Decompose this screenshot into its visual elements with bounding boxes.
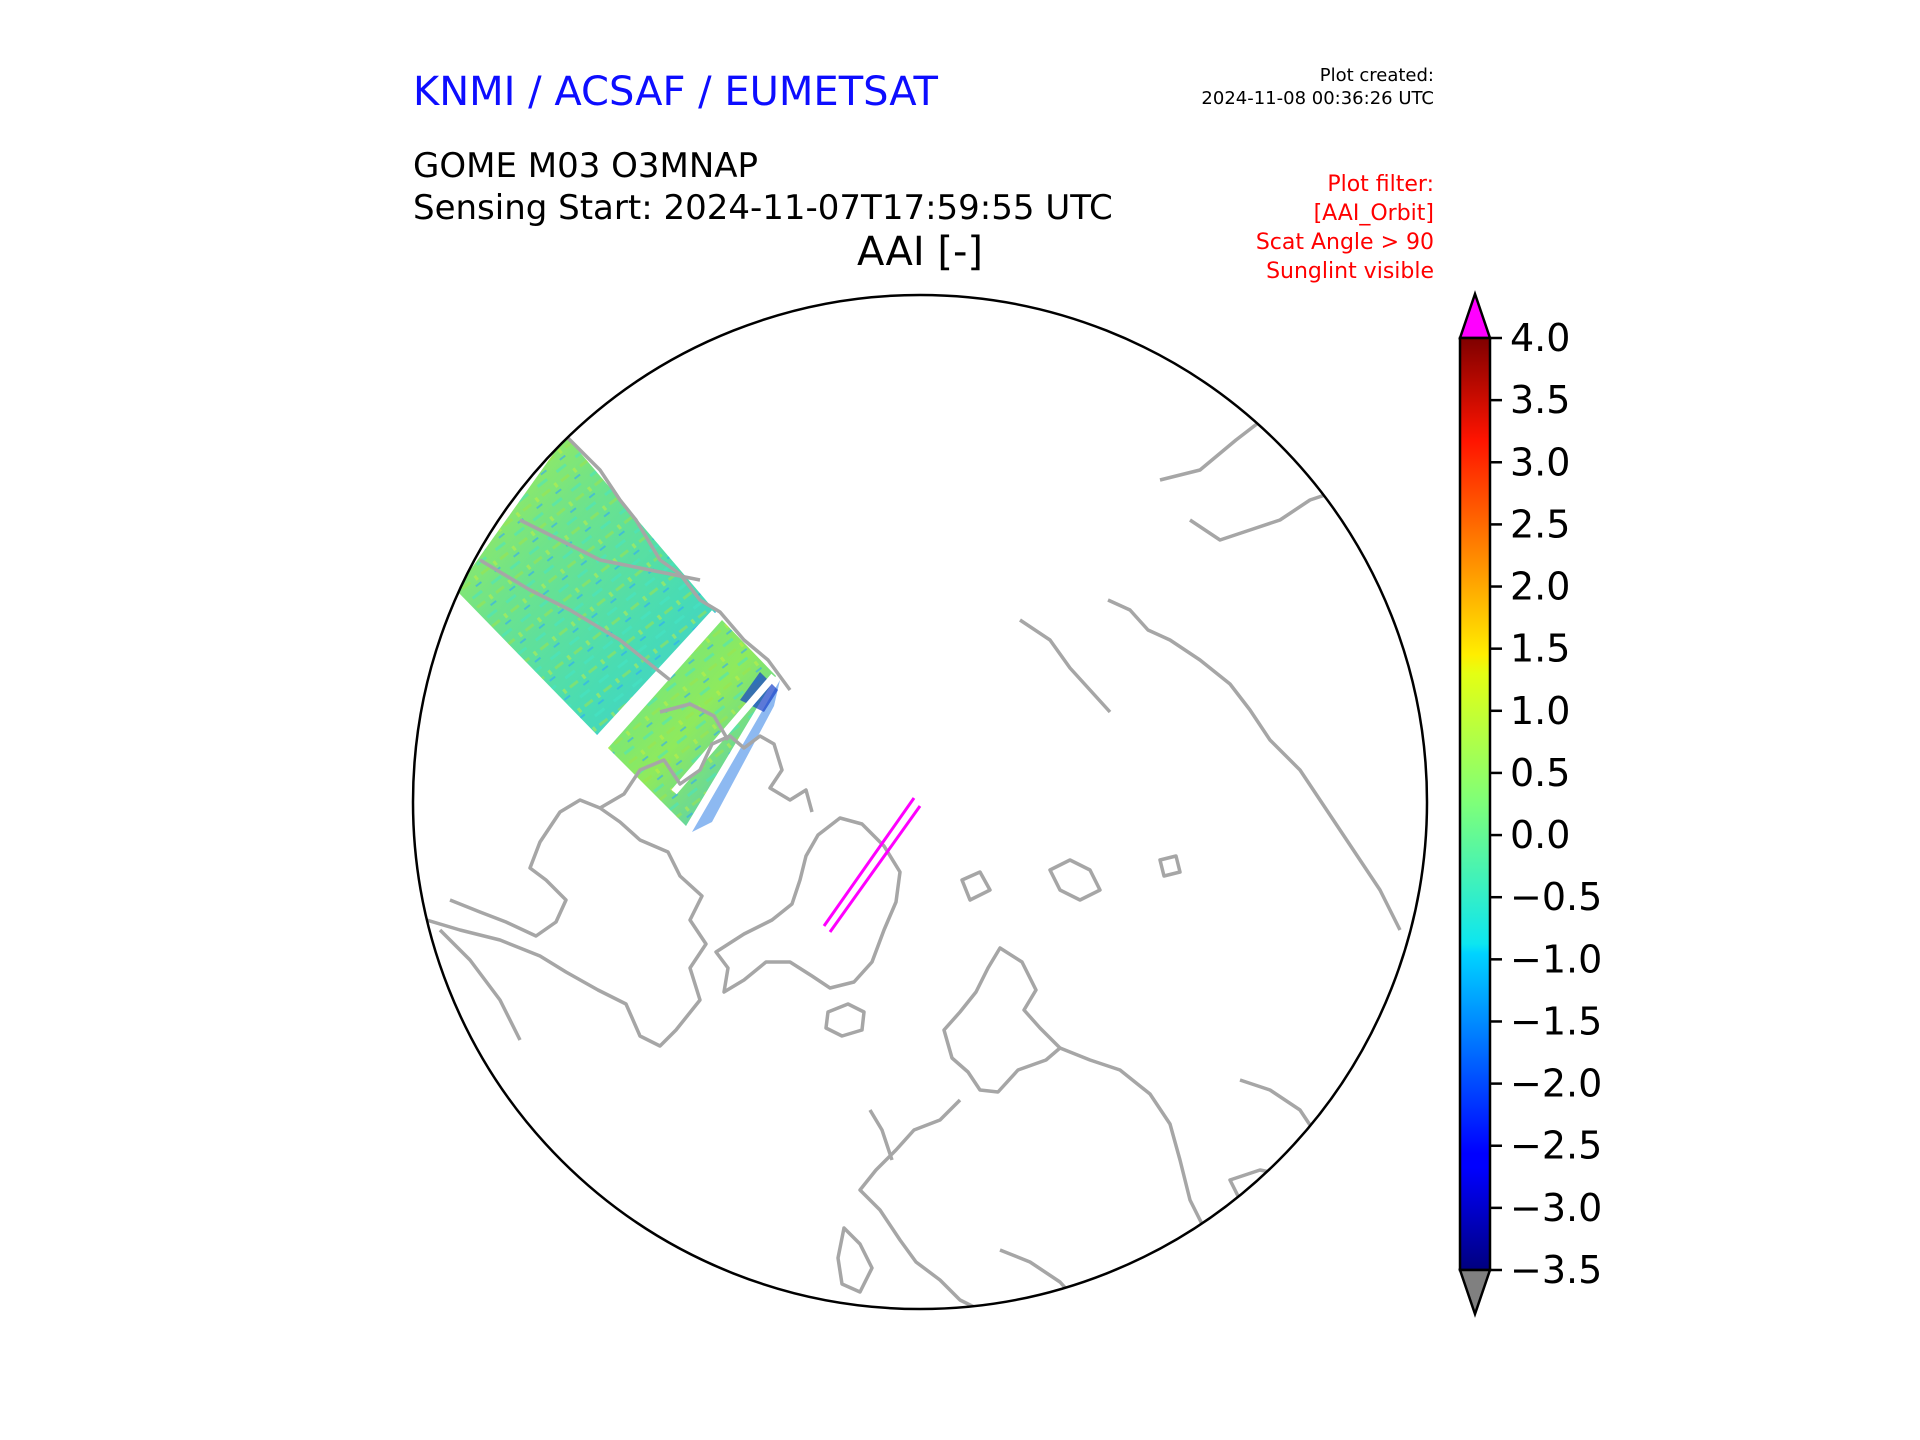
aai-swath (456, 436, 780, 832)
colorbar-tick-label: 2.5 (1510, 502, 1570, 546)
organization-title: KNMI / ACSAF / EUMETSAT (413, 69, 938, 115)
colorbar-tick-label: 2.0 (1510, 565, 1570, 609)
plot-created-value: 2024-11-08 00:36:26 UTC (1201, 88, 1434, 109)
colorbar-tick-label: 0.0 (1510, 813, 1570, 857)
colorbar-tick-label: 3.5 (1510, 378, 1570, 422)
plot-filter-line: Sunglint visible (1266, 259, 1434, 284)
map-boundary (411, 293, 1429, 1311)
colorbar-tick-label: 3.0 (1510, 440, 1570, 484)
colorbar-ticks: 4.0 3.5 3.0 2.5 2.0 1.5 1.0 0.5 0.0 −0.5 −1.0 −1.5 −… (1490, 316, 1602, 1292)
colorbar-tick-label: −0.5 (1510, 875, 1602, 919)
plot-filter-line: Plot filter: (1327, 172, 1434, 197)
plot-filter: Plot filter: [AAI_Orbit] Scat Angle > 90… (1256, 170, 1434, 286)
map-disc (413, 295, 1427, 1309)
colorbar: 4.0 3.5 3.0 2.5 2.0 1.5 1.0 0.5 0.0 −0.5 −1.0 −1.5 −… (1458, 290, 1602, 1318)
colorbar-tick-label: −2.0 (1510, 1062, 1602, 1106)
colorbar-tick-label: −3.5 (1510, 1248, 1602, 1292)
plot-filter-line: [AAI_Orbit] (1313, 201, 1434, 226)
colorbar-tick-label: 1.5 (1510, 627, 1570, 671)
colorbar-tick-label: 1.0 (1510, 689, 1570, 733)
plot-created: Plot created: 2024-11-08 00:36:26 UTC (1201, 64, 1434, 110)
colorbar-tick-label: 4.0 (1510, 316, 1570, 360)
plot-created-label: Plot created: (1319, 65, 1434, 86)
plot-filter-line: Scat Angle > 90 (1255, 230, 1434, 255)
colorbar-tick-label: −1.0 (1510, 937, 1602, 981)
colorbar-gradient (1458, 336, 1492, 1272)
product-title: GOME M03 O3MNAP (413, 146, 759, 186)
sensing-start: Sensing Start: 2024-11-07T17:59:55 UTC (413, 188, 1113, 228)
quantity-title: AAI [-] (857, 229, 983, 275)
colorbar-tick-label: −1.5 (1510, 999, 1602, 1043)
colorbar-over-arrow (1458, 290, 1492, 340)
colorbar-tick-label: 0.5 (1510, 751, 1570, 795)
colorbar-tick-label: −2.5 (1510, 1124, 1602, 1168)
ground-track (822, 797, 922, 933)
colorbar-tick-label: −3.0 (1510, 1186, 1602, 1230)
colorbar-under-arrow (1458, 1268, 1492, 1318)
